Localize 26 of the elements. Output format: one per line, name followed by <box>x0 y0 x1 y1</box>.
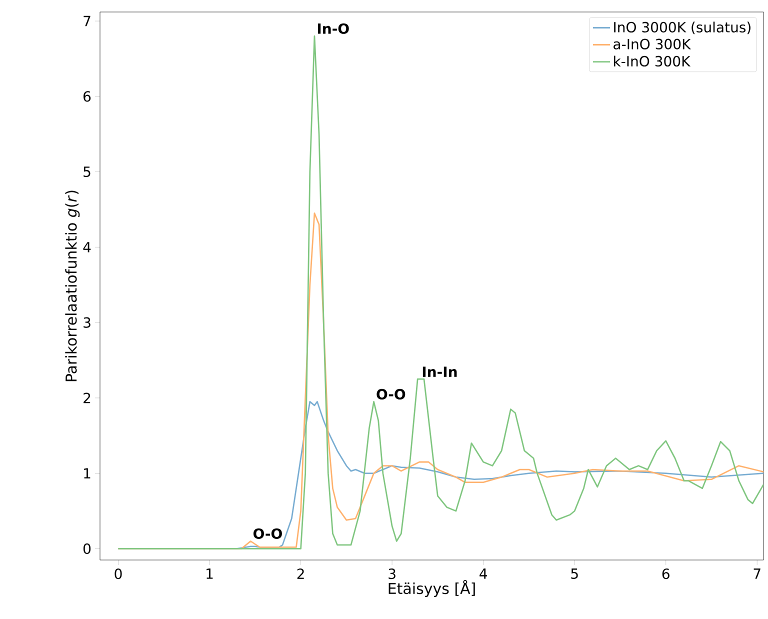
annotation: O-O <box>376 388 406 400</box>
annotation: O-O <box>253 528 282 539</box>
annotation: In-In <box>422 366 457 377</box>
y-tick-label: 3 <box>84 317 90 328</box>
x-tick-label: 7 <box>754 568 760 579</box>
y-tick-label: 5 <box>84 166 90 178</box>
legend-label: a-InO 300K <box>614 38 692 50</box>
y-tick-label: 2 <box>84 392 90 404</box>
annotation: In-O <box>318 23 349 34</box>
y-tick-label: 4 <box>83 242 91 252</box>
legend-label: k-InO 300K <box>614 56 691 67</box>
x-tick-label: 3 <box>388 568 396 580</box>
x-axis-title: Etäisyys [Å] <box>388 580 475 598</box>
legend-label: InO 3000K (sulatus) <box>614 22 750 34</box>
x-tick-label: 0 <box>114 568 122 580</box>
x-tick-label: 4 <box>480 568 487 579</box>
y-tick-label: 6 <box>84 91 91 102</box>
y-axis-title: Parikorrelaatiofunktio g(r) <box>65 190 80 382</box>
line-series <box>118 35 764 550</box>
y-tick-label: 1 <box>84 468 90 478</box>
y-tick-label: 7 <box>84 16 90 26</box>
x-tick-label: 2 <box>297 568 304 579</box>
x-tick-label: 1 <box>206 568 213 579</box>
x-tick-label: 5 <box>571 568 578 579</box>
x-tick-label: 6 <box>662 568 670 580</box>
y-tick-label: 0 <box>83 543 91 554</box>
